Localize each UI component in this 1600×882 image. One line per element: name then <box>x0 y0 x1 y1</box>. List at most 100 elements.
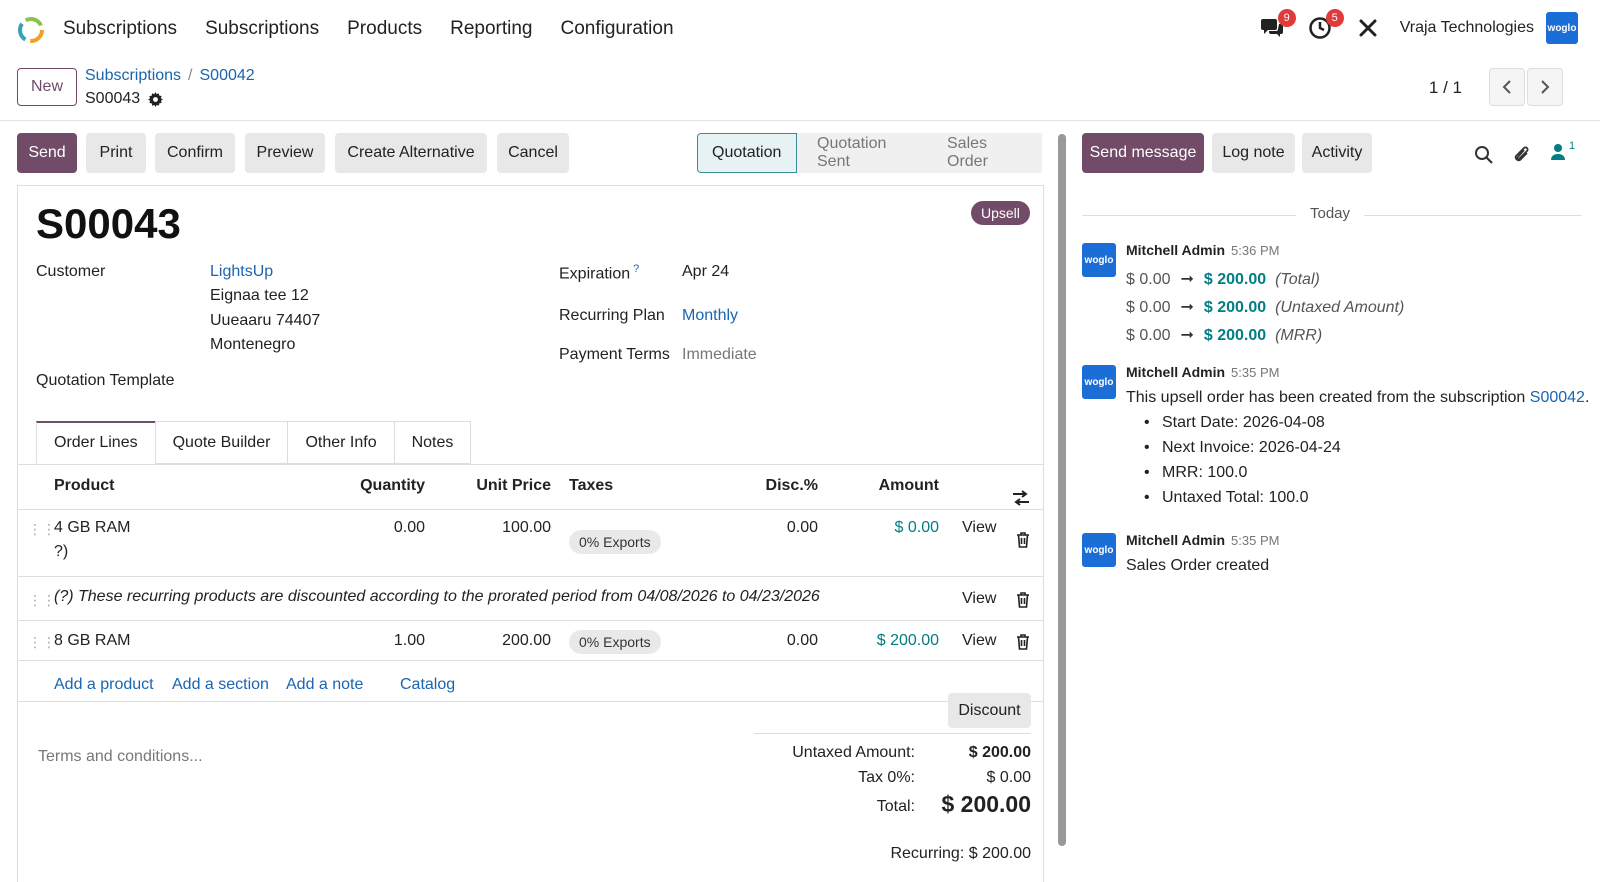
app-logo-icon[interactable] <box>17 16 45 44</box>
column-discount[interactable]: Disc.% <box>765 477 818 494</box>
send-message-button[interactable]: Send message <box>1082 133 1204 173</box>
activities-count-badge: 5 <box>1325 9 1344 27</box>
breadcrumb-subscriptions[interactable]: Subscriptions <box>85 67 182 84</box>
optional-columns-toggle-icon[interactable] <box>1012 490 1030 506</box>
quantity-cell[interactable]: 0.00 <box>393 519 425 536</box>
drag-handle-icon[interactable]: ⋮⋮ <box>28 634 56 650</box>
notebook-tabs: Order Lines Quote Builder Other Info Not… <box>36 421 472 464</box>
column-quantity[interactable]: Quantity <box>360 477 425 494</box>
cancel-button[interactable]: Cancel <box>497 133 569 173</box>
print-button[interactable]: Print <box>86 133 146 173</box>
status-sales-order[interactable]: Sales Order <box>927 133 1042 173</box>
expiration-value[interactable]: Apr 24 <box>682 263 730 280</box>
quantity-cell[interactable]: 1.00 <box>393 632 425 649</box>
status-quotation[interactable]: Quotation <box>697 133 797 173</box>
discount-cell[interactable]: 0.00 <box>786 632 818 649</box>
preview-button[interactable]: Preview <box>245 133 325 173</box>
column-amount[interactable]: Amount <box>878 477 939 494</box>
new-button[interactable]: New <box>17 68 77 106</box>
menu-reporting[interactable]: Reporting <box>450 18 533 39</box>
view-link[interactable]: View <box>962 519 997 536</box>
menu-products[interactable]: Products <box>347 18 423 39</box>
help-icon[interactable]: ? <box>633 263 640 275</box>
log-note-button[interactable]: Log note <box>1212 133 1295 173</box>
unit-price-cell[interactable]: 200.00 <box>502 632 551 649</box>
status-quotation-sent[interactable]: Quotation Sent <box>797 133 927 173</box>
recurring-plan-value[interactable]: Monthly <box>682 307 739 324</box>
avatar[interactable]: woglo <box>1082 533 1116 567</box>
breadcrumb-s00042[interactable]: S00042 <box>199 67 255 84</box>
discount-cell[interactable]: 0.00 <box>786 519 818 536</box>
tools-button[interactable] <box>1354 14 1382 42</box>
add-note-link[interactable]: Add a note <box>286 676 364 693</box>
customer-link[interactable]: LightsUp <box>210 263 274 280</box>
tracking-old-value: $ 0.00 <box>1126 327 1171 344</box>
view-link[interactable]: View <box>962 590 997 607</box>
discount-button[interactable]: Discount <box>948 693 1031 728</box>
search-icon[interactable] <box>1474 145 1494 165</box>
confirm-button[interactable]: Confirm <box>155 133 235 173</box>
add-product-link[interactable]: Add a product <box>54 676 154 693</box>
send-button[interactable]: Send <box>17 133 77 173</box>
message-body-link[interactable]: S00042 <box>1529 389 1585 406</box>
activities-button[interactable]: 5 <box>1306 9 1344 42</box>
list-item: MRR: 100.0 <box>1144 464 1247 482</box>
followers-button[interactable]: 1 <box>1550 140 1576 161</box>
followers-count: 1 <box>1569 140 1576 152</box>
terms-and-conditions-field[interactable]: Terms and conditions... <box>38 748 203 765</box>
customer-label: Customer <box>36 263 106 280</box>
tracking-old-value: $ 0.00 <box>1126 271 1171 288</box>
company-logo[interactable]: woglo <box>1546 12 1578 44</box>
form-scrollbar[interactable] <box>1058 134 1066 846</box>
author-name[interactable]: Mitchell Admin <box>1126 364 1226 380</box>
pager-value[interactable]: 1 / 1 <box>1428 78 1462 97</box>
author-name[interactable]: Mitchell Admin <box>1126 242 1226 258</box>
tab-order-lines[interactable]: Order Lines <box>36 421 156 464</box>
tax-label: Tax 0%: <box>858 769 915 786</box>
pager-next-button[interactable] <box>1527 68 1563 106</box>
author-name[interactable]: Mitchell Admin <box>1126 532 1226 548</box>
drag-handle-icon[interactable]: ⋮⋮ <box>28 521 56 537</box>
list-item: Start Date: 2026-04-08 <box>1144 414 1325 432</box>
add-section-link[interactable]: Add a section <box>172 676 269 693</box>
pager-previous-button[interactable] <box>1489 68 1525 106</box>
product-description: ?) <box>54 543 69 560</box>
catalog-link[interactable]: Catalog <box>400 676 456 693</box>
column-product[interactable]: Product <box>54 477 115 494</box>
trash-icon[interactable] <box>1015 532 1031 548</box>
unit-price-cell[interactable]: 100.00 <box>502 519 551 536</box>
messages-button[interactable]: 9 <box>1258 9 1296 42</box>
tax-tag[interactable]: 0% Exports <box>569 530 661 554</box>
tools-icon <box>1359 19 1377 37</box>
company-name[interactable]: Vraja Technologies <box>1399 19 1534 36</box>
create-alternative-button[interactable]: Create Alternative <box>335 133 487 173</box>
tabs-divider <box>17 464 1044 465</box>
gear-icon[interactable] <box>148 91 164 107</box>
form-sheet <box>17 185 1044 882</box>
note-text[interactable]: (?) These recurring products are discoun… <box>54 588 820 605</box>
tab-other-info[interactable]: Other Info <box>287 421 395 464</box>
menu-configuration[interactable]: Configuration <box>560 18 674 39</box>
trash-icon[interactable] <box>1015 592 1031 608</box>
column-unit-price[interactable]: Unit Price <box>476 477 551 494</box>
avatar[interactable]: woglo <box>1082 243 1116 277</box>
payment-terms-value[interactable]: Immediate <box>682 346 757 363</box>
tracking-field: (Total) <box>1275 271 1320 288</box>
column-taxes[interactable]: Taxes <box>569 477 614 494</box>
drag-handle-icon[interactable]: ⋮⋮ <box>28 592 56 608</box>
tracking-value-row: $ 0.00 ➞ $ 200.00 (MRR) <box>1126 325 1322 345</box>
menu-app-subscriptions[interactable]: Subscriptions <box>63 18 178 39</box>
top-navbar: Subscriptions Subscriptions Products Rep… <box>0 0 1600 58</box>
product-name[interactable]: 8 GB RAM <box>54 632 131 649</box>
activity-button[interactable]: Activity <box>1302 133 1372 173</box>
messages-count-badge: 9 <box>1277 9 1296 27</box>
product-name[interactable]: 4 GB RAM <box>54 519 131 536</box>
paperclip-icon[interactable] <box>1512 144 1532 166</box>
menu-subscriptions[interactable]: Subscriptions <box>205 18 320 39</box>
tax-tag[interactable]: 0% Exports <box>569 630 661 654</box>
avatar[interactable]: woglo <box>1082 365 1116 399</box>
view-link[interactable]: View <box>962 632 997 649</box>
trash-icon[interactable] <box>1015 634 1031 650</box>
tab-notes[interactable]: Notes <box>393 421 472 464</box>
tab-quote-builder[interactable]: Quote Builder <box>154 421 289 464</box>
